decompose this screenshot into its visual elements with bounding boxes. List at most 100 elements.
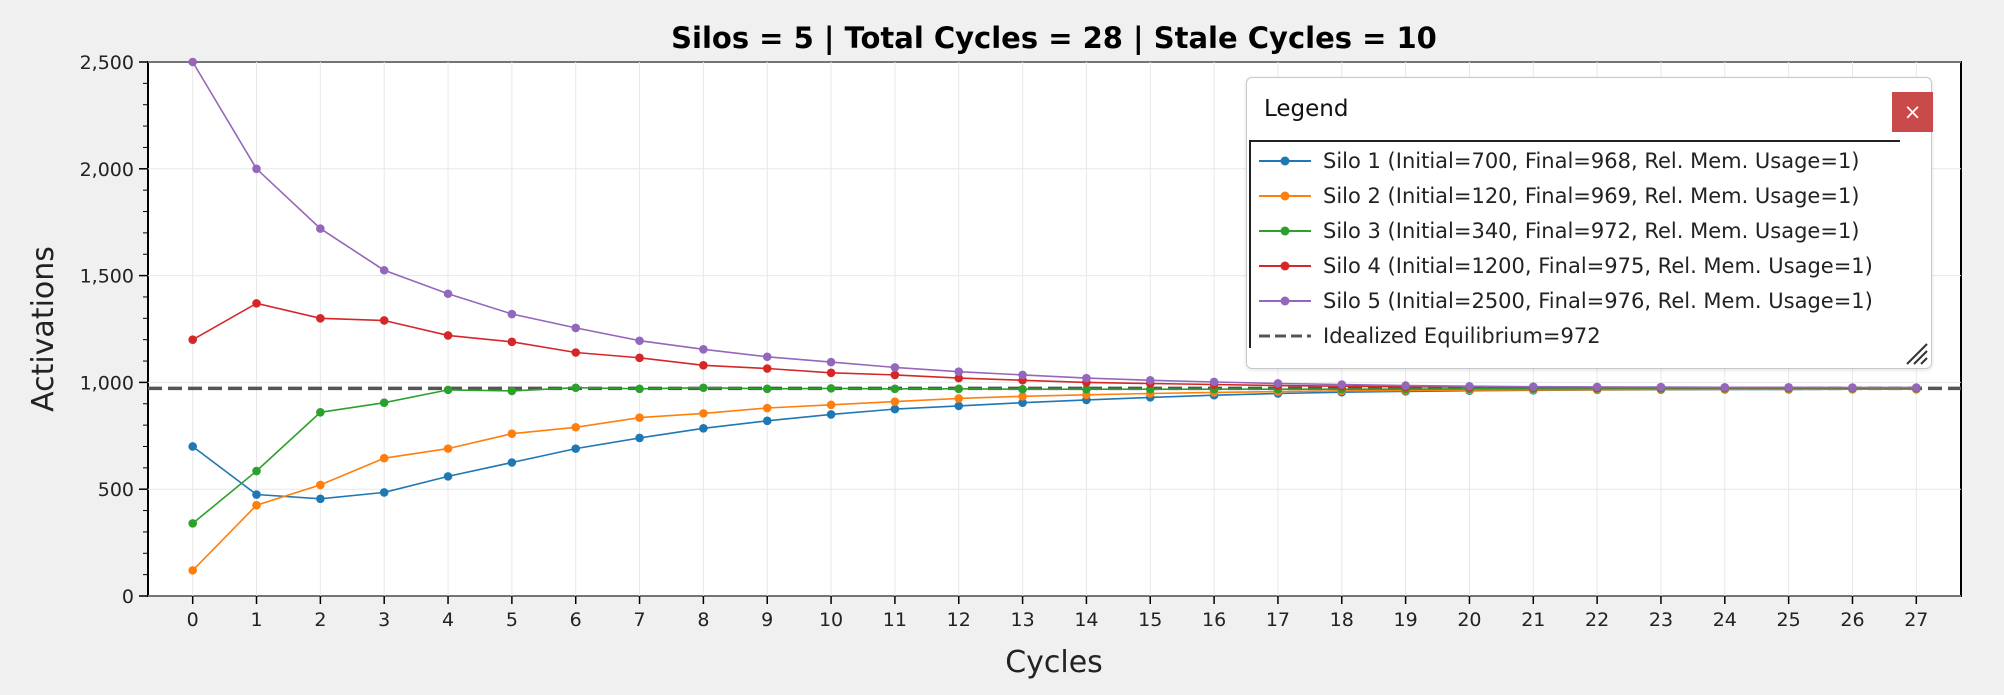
x-tick-label: 6 [570,609,582,631]
data-point [954,401,964,411]
data-point [1018,384,1027,394]
data-point [571,348,581,357]
y-tick-label: 2,500 [80,52,134,74]
x-tick-label: 24 [1713,609,1737,631]
data-point [252,500,261,510]
legend-entry-label: Silo 3 (Initial=340, Final=972, Rel. Mem… [1323,219,1860,243]
x-tick-label: 18 [1330,609,1354,631]
data-point [571,323,581,333]
data-point [316,408,325,417]
data-point [379,453,389,463]
data-point [443,444,453,453]
data-point [890,404,900,414]
legend-entry-label: Silo 4 (Initial=1200, Final=975, Rel. Me… [1323,254,1873,278]
data-point [252,466,261,476]
series-line [192,386,1917,525]
data-point [954,373,964,383]
legend-swatch-icon [1259,334,1311,338]
data-point [635,413,644,422]
x-tick-label: 5 [506,609,518,631]
data-point [762,364,772,373]
data-point [954,367,964,377]
x-tick-label: 19 [1394,609,1418,631]
legend-swatch-icon [1259,156,1311,166]
data-point [762,384,772,394]
y-tick-label: 0 [122,586,134,608]
x-tick-label: 3 [378,609,390,631]
data-point [1528,382,1538,391]
data-point [1209,377,1219,387]
data-point [826,357,836,367]
data-point [954,384,964,394]
y-tick-label: 500 [98,479,134,501]
data-point [699,409,708,418]
legend-entry-label: Idealized Equilibrium=972 [1323,324,1601,348]
data-point [443,472,453,481]
x-tick-label: 26 [1840,609,1864,631]
data-point [379,398,389,407]
series-line [192,388,1917,571]
x-tick-label: 17 [1266,609,1290,631]
legend-close-button[interactable]: × [1892,92,1933,132]
data-point [1273,379,1283,388]
x-tick-label: 21 [1521,609,1545,631]
x-tick-label: 10 [819,609,843,631]
data-point [1848,383,1857,392]
data-point [635,336,644,346]
data-point [762,352,772,362]
x-tick-label: 22 [1585,609,1609,631]
data-point [826,410,836,419]
data-point [316,494,325,504]
x-tick-label: 0 [187,609,199,631]
legend-entry-label: Silo 2 (Initial=120, Final=969, Rel. Mem… [1323,184,1860,208]
legend-entry[interactable]: Silo 1 (Initial=700, Final=968, Rel. Mem… [1257,144,1860,178]
legend-entries: Silo 1 (Initial=700, Final=968, Rel. Mem… [1249,140,1900,348]
x-tick-label: 8 [697,609,709,631]
data-point [1401,381,1410,390]
data-point [1465,381,1474,391]
legend-entry[interactable]: Silo 2 (Initial=120, Final=969, Rel. Mem… [1257,179,1860,213]
data-point [316,314,325,323]
legend-title: Legend [1264,96,1349,122]
chart-title: Silos = 5 | Total Cycles = 28 | Stale Cy… [671,21,1437,55]
x-axis-label: Cycles [1005,645,1103,680]
data-point [316,480,325,490]
data-point [1018,391,1027,401]
x-tick-label: 1 [250,609,262,631]
data-point [1018,398,1027,407]
data-point [1592,382,1602,392]
legend-entry[interactable]: Silo 3 (Initial=340, Final=972, Rel. Mem… [1257,214,1860,248]
data-point [826,368,836,378]
data-point [188,566,197,575]
data-point [826,400,836,410]
data-point [635,433,644,443]
data-point [379,316,389,325]
data-point [890,363,900,372]
x-tick-label: 15 [1138,609,1162,631]
data-point [188,519,197,528]
legend-swatch-icon [1259,226,1311,236]
data-point [379,488,389,497]
resize-grip-icon[interactable] [1903,340,1929,366]
data-point [188,442,197,451]
legend-panel[interactable]: Legend × Silo 1 (Initial=700, Final=968,… [1246,77,1933,369]
data-point [443,289,453,299]
x-tick-label: 25 [1777,609,1801,631]
x-tick-label: 9 [761,609,773,631]
data-point [443,331,453,340]
data-point [699,424,708,433]
data-point [1145,375,1155,385]
legend-entry-label: Silo 5 (Initial=2500, Final=976, Rel. Me… [1323,289,1873,313]
legend-entry[interactable]: Silo 5 (Initial=2500, Final=976, Rel. Me… [1257,284,1873,318]
legend-entry[interactable]: Idealized Equilibrium=972 [1257,319,1601,353]
data-point [890,397,900,406]
data-point [890,384,900,394]
data-point [699,383,708,393]
legend-swatch-icon [1259,296,1311,306]
legend-swatch-icon [1259,191,1311,201]
legend-entry[interactable]: Silo 4 (Initial=1200, Final=975, Rel. Me… [1257,249,1873,283]
data-point [443,385,453,395]
data-point [571,422,581,432]
data-point [1912,383,1921,392]
y-tick-label: 2,000 [80,159,134,181]
